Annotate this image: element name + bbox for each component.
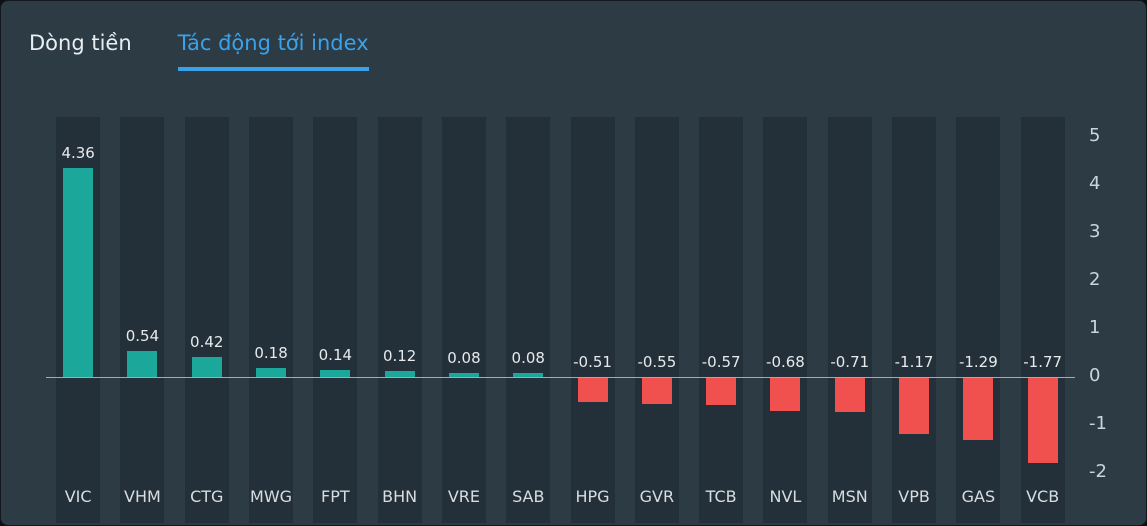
x-axis-label-mwg: MWG [250,487,293,506]
y-axis-tick-0: 0 [1089,365,1101,386]
bar-gas[interactable] [963,378,994,440]
x-axis-label-msn: MSN [831,487,868,506]
value-label-gvr: -0.55 [637,353,677,371]
y-axis-tick-4: 4 [1089,173,1101,194]
x-axis-label-hpg: HPG [575,487,610,506]
y-axis-tick-2: 2 [1089,269,1101,290]
y-axis-tick-5: 5 [1089,125,1101,146]
bar-nvl[interactable] [770,378,801,411]
bar-vhm[interactable] [127,351,158,377]
x-axis-label-fpt: FPT [321,487,350,506]
value-label-fpt: 0.14 [318,346,353,365]
x-axis-label-vpb: VPB [898,487,930,506]
value-label-mwg: 0.18 [254,344,288,363]
value-label-vpb: -1.17 [894,353,934,371]
bar-vcb[interactable] [1027,378,1058,463]
value-label-msn: -0.71 [830,353,870,371]
value-label-nvl: -0.68 [766,353,805,371]
bar-sab[interactable] [513,373,544,377]
bar-fpt[interactable] [320,370,351,377]
bar-mwg[interactable] [256,368,287,377]
column-band-msn [827,117,872,523]
x-axis-label-nvl: NVL [769,487,802,506]
y-axis-tick--2: -2 [1089,461,1107,482]
column-band-nvl [763,117,808,523]
value-label-hpg: -0.51 [573,353,612,371]
x-axis-label-gas: GAS [961,487,996,506]
x-axis-label-vre: VRE [447,487,481,506]
tab-dong-tien[interactable]: Dòng tiền [29,31,132,55]
column-band-mwg [249,117,294,523]
value-label-vcb: -1.77 [1023,353,1063,371]
column-band-vpb [892,117,937,523]
column-band-ctg [184,117,229,523]
column-band-hpg [570,117,615,523]
column-band-gas [956,117,1001,523]
x-axis-label-gvr: GVR [639,487,675,506]
bar-ctg[interactable] [191,356,222,377]
column-band-tcb [699,117,744,523]
value-label-bhn: 0.12 [382,347,417,366]
bar-tcb[interactable] [706,378,737,406]
value-label-vic: 4.36 [61,143,95,162]
value-label-ctg: 0.42 [190,332,224,351]
x-axis-label-vhm: VHM [124,487,161,506]
y-axis-tick--1: -1 [1089,413,1107,434]
column-band-vhm [120,117,165,523]
bar-bhn[interactable] [384,371,415,377]
tab-bar: Dòng tiền Tác động tới index [29,31,369,71]
y-axis-tick-1: 1 [1089,317,1101,338]
column-band-fpt [313,117,358,523]
bar-vre[interactable] [448,373,479,377]
x-axis-label-tcb: TCB [705,487,737,506]
y-axis-tick-3: 3 [1089,221,1101,242]
bar-vic[interactable] [63,167,94,377]
x-axis-label-bhn: BHN [382,487,418,506]
tab-tac-dong-toi-index[interactable]: Tác động tới index [177,31,369,71]
x-axis-label-ctg: CTG [190,487,224,506]
value-label-vre: 0.08 [447,349,481,368]
x-axis-label-vic: VIC [64,487,92,506]
bar-msn[interactable] [834,378,865,413]
zero-axis-line [46,377,1075,378]
column-band-sab [506,117,551,523]
value-label-gas: -1.29 [958,353,998,371]
value-label-sab: 0.08 [511,349,545,368]
column-band-vre [441,117,486,523]
bar-hpg[interactable] [577,378,608,403]
bar-gvr[interactable] [641,378,672,405]
column-band-bhn [377,117,422,523]
value-label-vhm: 0.54 [125,327,160,346]
value-label-tcb: -0.57 [701,353,741,371]
x-axis-label-vcb: VCB [1026,487,1060,506]
x-axis-label-sab: SAB [512,487,545,506]
bar-vpb[interactable] [899,378,930,435]
column-band-gvr [634,117,679,523]
